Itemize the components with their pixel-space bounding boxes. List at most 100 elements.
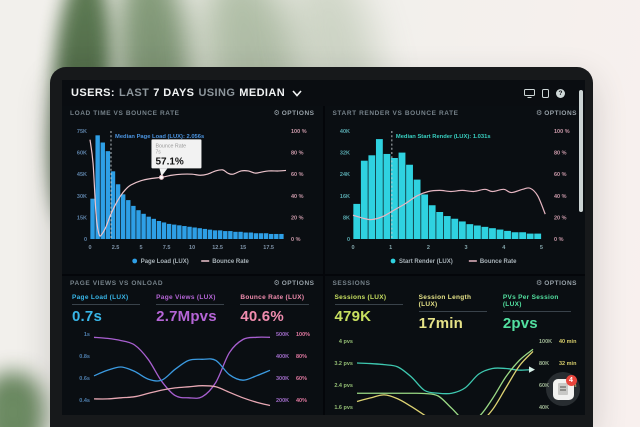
panel-start-render: START RENDER VS BOUNCE RATE ⚙ OPTIONS 40…	[324, 106, 585, 274]
svg-text:40%: 40%	[296, 398, 307, 404]
svg-text:Page Load (LUX): Page Load (LUX)	[141, 259, 189, 265]
svg-text:0.6s: 0.6s	[79, 376, 90, 382]
stat-value: 17min	[418, 315, 464, 332]
options-label: OPTIONS	[544, 280, 577, 287]
desktop-icon[interactable]	[524, 88, 535, 98]
svg-text:32 min: 32 min	[559, 361, 577, 367]
mobile-icon[interactable]	[542, 88, 549, 98]
svg-text:40 %: 40 %	[291, 194, 304, 200]
chevron-down-icon[interactable]	[292, 89, 302, 97]
stat-sessions: Sessions (LUX) 479K	[334, 294, 403, 332]
svg-text:80K: 80K	[539, 361, 549, 367]
panel-sessions: SESSIONS ⚙ OPTIONS Sessions (LUX) 479K S…	[324, 276, 585, 415]
svg-text:7s: 7s	[155, 149, 161, 155]
svg-text:5: 5	[140, 245, 143, 251]
svg-text:75K: 75K	[77, 129, 87, 135]
stat-value: 0.7s	[72, 308, 102, 325]
stat-value: 2.7Mpvs	[156, 308, 217, 325]
stat-label: Sessions (LUX)	[334, 294, 403, 305]
stats-row: Sessions (LUX) 479K Session Length (LUX)…	[333, 291, 578, 333]
header-title-last: LAST	[118, 87, 150, 99]
options-button[interactable]: ⚙ OPTIONS	[273, 280, 314, 287]
svg-text:60 %: 60 %	[291, 172, 304, 178]
options-label: OPTIONS	[281, 280, 315, 287]
svg-text:1s: 1s	[84, 332, 90, 338]
svg-text:0: 0	[351, 245, 354, 251]
svg-text:Median Page Load (LUX): 2.056s: Median Page Load (LUX): 2.056s	[115, 134, 204, 140]
header-title-median: MEDIAN	[239, 87, 286, 99]
panel-load-time: LOAD TIME VS BOUNCE RATE ⚙ OPTIONS 75K 60…	[62, 106, 323, 274]
svg-text:3.2 pvs: 3.2 pvs	[334, 361, 353, 367]
svg-text:45K: 45K	[77, 172, 87, 178]
svg-text:0.8s: 0.8s	[79, 354, 90, 360]
panel-grid: LOAD TIME VS BOUNCE RATE ⚙ OPTIONS 75K 60…	[62, 106, 585, 415]
chat-widget-button[interactable]: 4	[546, 372, 580, 406]
svg-text:10: 10	[189, 245, 195, 251]
stat-label: Session Length (LUX)	[418, 294, 487, 312]
svg-text:80 %: 80 %	[291, 151, 304, 157]
svg-text:24K: 24K	[339, 172, 349, 178]
gear-icon: ⚙	[535, 280, 543, 287]
document-icon: 4	[552, 374, 577, 400]
svg-text:0: 0	[84, 237, 87, 243]
stat-label: PVs Per Session (LUX)	[502, 294, 572, 312]
svg-text:40 %: 40 %	[554, 194, 567, 200]
stat-label: Page Load (LUX)	[72, 294, 141, 305]
options-button[interactable]: ⚙ OPTIONS	[536, 280, 577, 287]
stat-value: 479K	[334, 308, 372, 325]
svg-text:0 %: 0 %	[291, 237, 301, 243]
svg-text:60K: 60K	[539, 383, 549, 389]
svg-text:Start Render (LUX): Start Render (LUX)	[399, 259, 453, 265]
svg-text:30K: 30K	[77, 194, 87, 200]
svg-text:2.4 pvs: 2.4 pvs	[334, 383, 353, 389]
panel-page-views-onload: PAGE VIEWS VS ONLOAD ⚙ OPTIONS Page Load…	[62, 276, 323, 415]
svg-text:20 %: 20 %	[291, 215, 304, 221]
help-icon[interactable]: ?	[556, 88, 565, 98]
svg-text:500K: 500K	[276, 332, 289, 338]
stat-value: 2pvs	[502, 315, 538, 332]
svg-text:Bounce Rate: Bounce Rate	[479, 259, 516, 265]
panel-title: PAGE VIEWS VS ONLOAD	[70, 280, 164, 287]
svg-text:7.5: 7.5	[163, 245, 171, 251]
svg-text:0.4s: 0.4s	[79, 398, 90, 404]
svg-text:Bounce Rate: Bounce Rate	[212, 259, 249, 265]
svg-text:20 %: 20 %	[554, 215, 567, 221]
svg-text:Median Start Render (LUX): 1.0: Median Start Render (LUX): 1.031s	[395, 134, 490, 140]
svg-text:400K: 400K	[276, 354, 289, 360]
svg-text:0: 0	[88, 245, 91, 251]
gear-icon: ⚙	[273, 280, 280, 287]
svg-text:300K: 300K	[276, 376, 289, 382]
options-button[interactable]: ⚙ OPTIONS	[273, 110, 314, 117]
onload-chart: 1s 500K 100% 0.8s 400K 80% 0.6s 300K 60% 0.4s 200K…	[70, 326, 315, 415]
svg-text:15K: 15K	[77, 215, 87, 221]
scrollbar-thumb[interactable]	[579, 90, 583, 212]
svg-text:2.5: 2.5	[112, 245, 120, 251]
svg-text:100 %: 100 %	[554, 129, 570, 135]
svg-text:1.6 pvs: 1.6 pvs	[334, 405, 353, 411]
svg-text:4 pvs: 4 pvs	[338, 339, 352, 345]
options-button[interactable]: ⚙ OPTIONS	[536, 110, 577, 117]
svg-text:5: 5	[539, 245, 542, 251]
svg-text:0 %: 0 %	[554, 237, 564, 243]
svg-text:2: 2	[426, 245, 429, 251]
options-label: OPTIONS	[544, 110, 577, 117]
stats-row: Page Load (LUX) 0.7s Page Views (LUX) 2.…	[70, 291, 315, 326]
sessions-chart: 4 pvs 100K 40 min 3.2 pvs 80K 32 min 2.4 pvs 60…	[333, 333, 578, 415]
svg-text:100 %: 100 %	[291, 129, 307, 135]
stat-pvs-per-session: PVs Per Session (LUX) 2pvs	[502, 294, 572, 332]
plant-leaf	[0, 372, 44, 427]
notification-badge: 4	[565, 374, 577, 386]
svg-text:16K: 16K	[339, 194, 349, 200]
stat-session-length: Session Length (LUX) 17min	[418, 294, 487, 332]
header-title-users: USERS:	[71, 87, 115, 99]
svg-text:4: 4	[502, 245, 506, 251]
svg-text:200K: 200K	[276, 398, 289, 404]
laptop: USERS: LAST 7 DAYS USING MEDIAN ?	[50, 67, 593, 427]
panel-title: SESSIONS	[332, 280, 371, 287]
svg-text:100K: 100K	[539, 339, 552, 345]
panel-title: START RENDER VS BOUNCE RATE	[332, 110, 459, 117]
dashboard-screen: USERS: LAST 7 DAYS USING MEDIAN ?	[62, 80, 585, 415]
svg-text:60%: 60%	[296, 376, 307, 382]
stat-label: Page Views (LUX)	[156, 294, 225, 305]
